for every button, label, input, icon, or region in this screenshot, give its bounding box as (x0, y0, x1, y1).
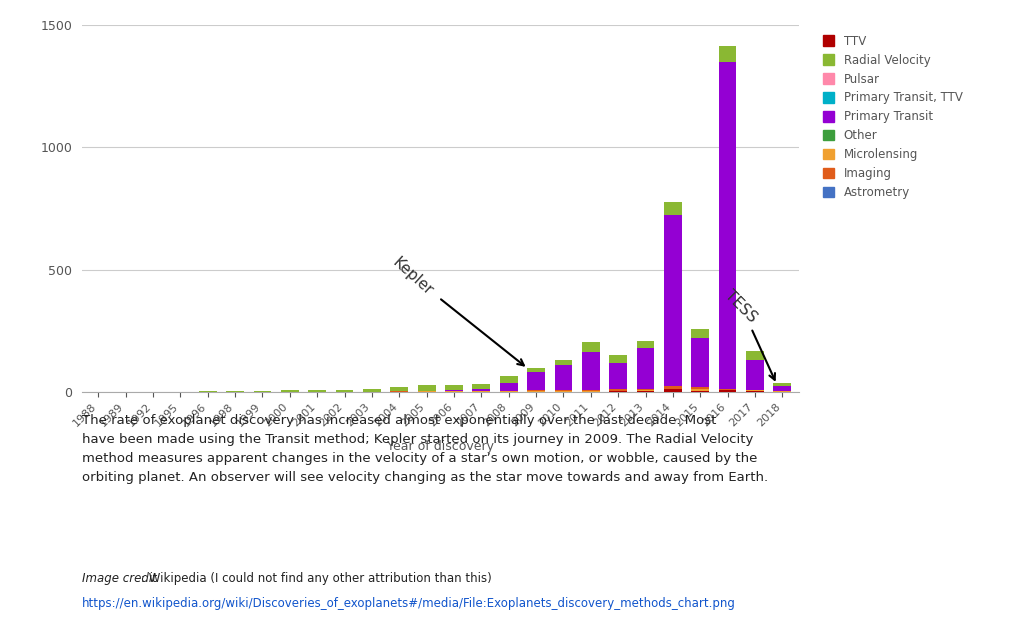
Bar (527, 390, 545, 391)
Bar (691, 338, 709, 387)
Bar (637, 389, 654, 390)
Bar (691, 329, 709, 338)
Bar (691, 387, 709, 389)
Bar (472, 391, 490, 392)
Bar (637, 348, 654, 389)
Bar (582, 390, 600, 391)
Bar (445, 390, 463, 391)
Bar (691, 391, 709, 392)
Bar (719, 389, 736, 390)
Bar (527, 372, 545, 390)
Text: : Wikipedia (I could not find any other attribution than this): : Wikipedia (I could not find any other … (141, 572, 493, 585)
Bar (664, 386, 682, 389)
Bar (500, 376, 517, 383)
Text: The rate of exoplanet discovery has increased almost exponentially over the last: The rate of exoplanet discovery has incr… (82, 414, 768, 484)
Bar (418, 386, 435, 391)
Bar (445, 385, 463, 390)
Bar (664, 202, 682, 215)
Text: Kepler: Kepler (390, 255, 524, 365)
Bar (364, 389, 381, 392)
Bar (555, 365, 572, 390)
Bar (746, 390, 764, 391)
Bar (609, 389, 627, 391)
Bar (582, 352, 600, 390)
Bar (254, 391, 271, 392)
Bar (555, 391, 572, 392)
Bar (472, 384, 490, 389)
Text: Image credit: Image credit (82, 572, 157, 585)
Bar (637, 390, 654, 391)
Text: https://en.wikipedia.org/wiki/Discoveries_of_exoplanets#/media/File:Exoplanets_d: https://en.wikipedia.org/wiki/Discoverie… (82, 597, 736, 611)
Legend: TTV, Radial Velocity, Pulsar, Primary Transit, TTV, Primary Transit, Other, Micr: TTV, Radial Velocity, Pulsar, Primary Tr… (819, 31, 967, 202)
X-axis label: Year of discovery: Year of discovery (387, 440, 494, 453)
Bar (691, 389, 709, 391)
Bar (281, 391, 299, 392)
Bar (637, 341, 654, 348)
Bar (336, 390, 353, 392)
Bar (418, 391, 435, 392)
Bar (527, 368, 545, 372)
Bar (555, 360, 572, 365)
Bar (719, 46, 736, 62)
Bar (472, 389, 490, 391)
Bar (390, 387, 409, 391)
Bar (773, 383, 792, 386)
Text: TESS: TESS (722, 288, 775, 380)
Bar (773, 386, 792, 391)
Bar (664, 215, 682, 386)
Bar (664, 389, 682, 392)
Bar (719, 62, 736, 389)
Bar (746, 351, 764, 360)
Bar (609, 363, 627, 389)
Bar (500, 383, 517, 391)
Bar (445, 391, 463, 392)
Bar (746, 360, 764, 390)
Bar (582, 391, 600, 392)
Bar (609, 355, 627, 363)
Bar (582, 343, 600, 352)
Bar (555, 390, 572, 391)
Bar (719, 391, 736, 392)
Bar (308, 390, 326, 392)
